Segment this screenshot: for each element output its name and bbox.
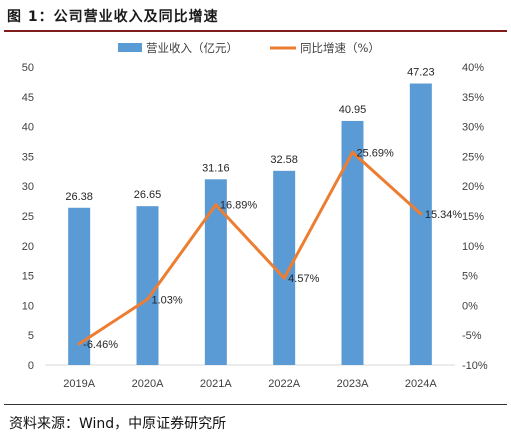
y-tick-label: 45 (22, 92, 34, 104)
x-tick-label: 2020A (132, 378, 164, 390)
x-tick-label: 2024A (405, 378, 437, 390)
revenue-bar (68, 207, 91, 365)
y-tick-label: 10 (22, 300, 34, 312)
bottom-rule (4, 404, 507, 405)
y2-tick-label: 35% (462, 92, 484, 104)
growth-point (77, 342, 81, 346)
y-tick-label: 50 (22, 62, 34, 74)
revenue-bar (409, 83, 432, 365)
source-note: 资料来源：Wind，中原证券研究所 (9, 416, 227, 432)
y2-tick-label: 40% (462, 62, 484, 74)
growth-point (419, 212, 423, 216)
growth-point (351, 150, 354, 154)
y-tick-label: 35 (22, 151, 34, 163)
y2-tick-label: 10% (462, 241, 484, 253)
figure-title: 图 1：公司营业收入及同比增速 (7, 9, 219, 25)
revenue-bar (204, 179, 227, 365)
revenue-data-label: 47.23 (407, 67, 435, 79)
revenue-data-label: 26.38 (65, 191, 93, 203)
growth-point (282, 276, 286, 280)
y-tick-label: 15 (22, 271, 34, 283)
bars (68, 83, 432, 365)
y2-tick-label: 25% (462, 151, 484, 163)
x-tick-label: 2019A (63, 378, 95, 390)
x-tick-label: 2023A (337, 378, 369, 390)
legend-bar-swatch (118, 43, 142, 52)
y2-tick-label: 5% (462, 271, 478, 283)
chart: 营业收入（亿元） 同比增速（%） 0 5 10 15 20 25 30 35 40 45 50 -10… (22, 41, 488, 390)
revenue-bar (136, 206, 159, 365)
revenue-data-label: 31.16 (202, 162, 230, 174)
y-tick-label: 25 (22, 211, 34, 223)
revenue-data-label: 32.58 (270, 154, 298, 166)
y-tick-label: 30 (22, 181, 34, 193)
growth-point (146, 297, 149, 301)
y-tick-label: 20 (22, 241, 34, 253)
x-tick-label: 2021A (200, 378, 232, 390)
legend-bar-label: 营业收入（亿元） (146, 41, 238, 55)
growth-line (77, 150, 423, 346)
y-tick-label: 40 (22, 122, 34, 134)
x-tick-label: 2022A (268, 378, 300, 390)
top-rule (4, 30, 507, 32)
y-tick-label: 0 (28, 360, 34, 372)
axes: 0 5 10 15 20 25 30 35 40 45 50 -10% -5% 0% 5% 10% 15% 20%… (22, 62, 488, 390)
data-labels: 26.38 26.65 31.16 32.58 40.95 47.23 -6.46% 1.03… (65, 67, 462, 351)
legend: 营业收入（亿元） 同比增速（%） (118, 41, 380, 55)
growth-line-path (78, 150, 422, 346)
revenue-data-label: 40.95 (339, 104, 367, 116)
legend-line-label: 同比增速（%） (300, 41, 380, 55)
y2-tick-label: 15% (462, 211, 484, 223)
growth-data-label: 16.89% (220, 200, 258, 212)
revenue-data-label: 26.65 (134, 189, 162, 201)
y2-tick-label: 30% (462, 122, 484, 134)
growth-data-label: 25.69% (357, 147, 395, 159)
y2-tick-label: 20% (462, 181, 484, 193)
y2-tick-label: -10% (462, 360, 488, 372)
growth-data-label: 15.34% (425, 209, 463, 221)
growth-point (214, 203, 218, 207)
growth-data-label: -6.46% (83, 339, 118, 351)
growth-data-label: 1.03% (152, 294, 183, 306)
revenue-bar (341, 120, 364, 365)
revenue-bar (273, 170, 296, 365)
y2-tick-label: 0% (462, 300, 478, 312)
growth-data-label: 4.57% (288, 273, 319, 285)
y-tick-label: 5 (28, 330, 34, 342)
y2-tick-label: -5% (462, 330, 482, 342)
